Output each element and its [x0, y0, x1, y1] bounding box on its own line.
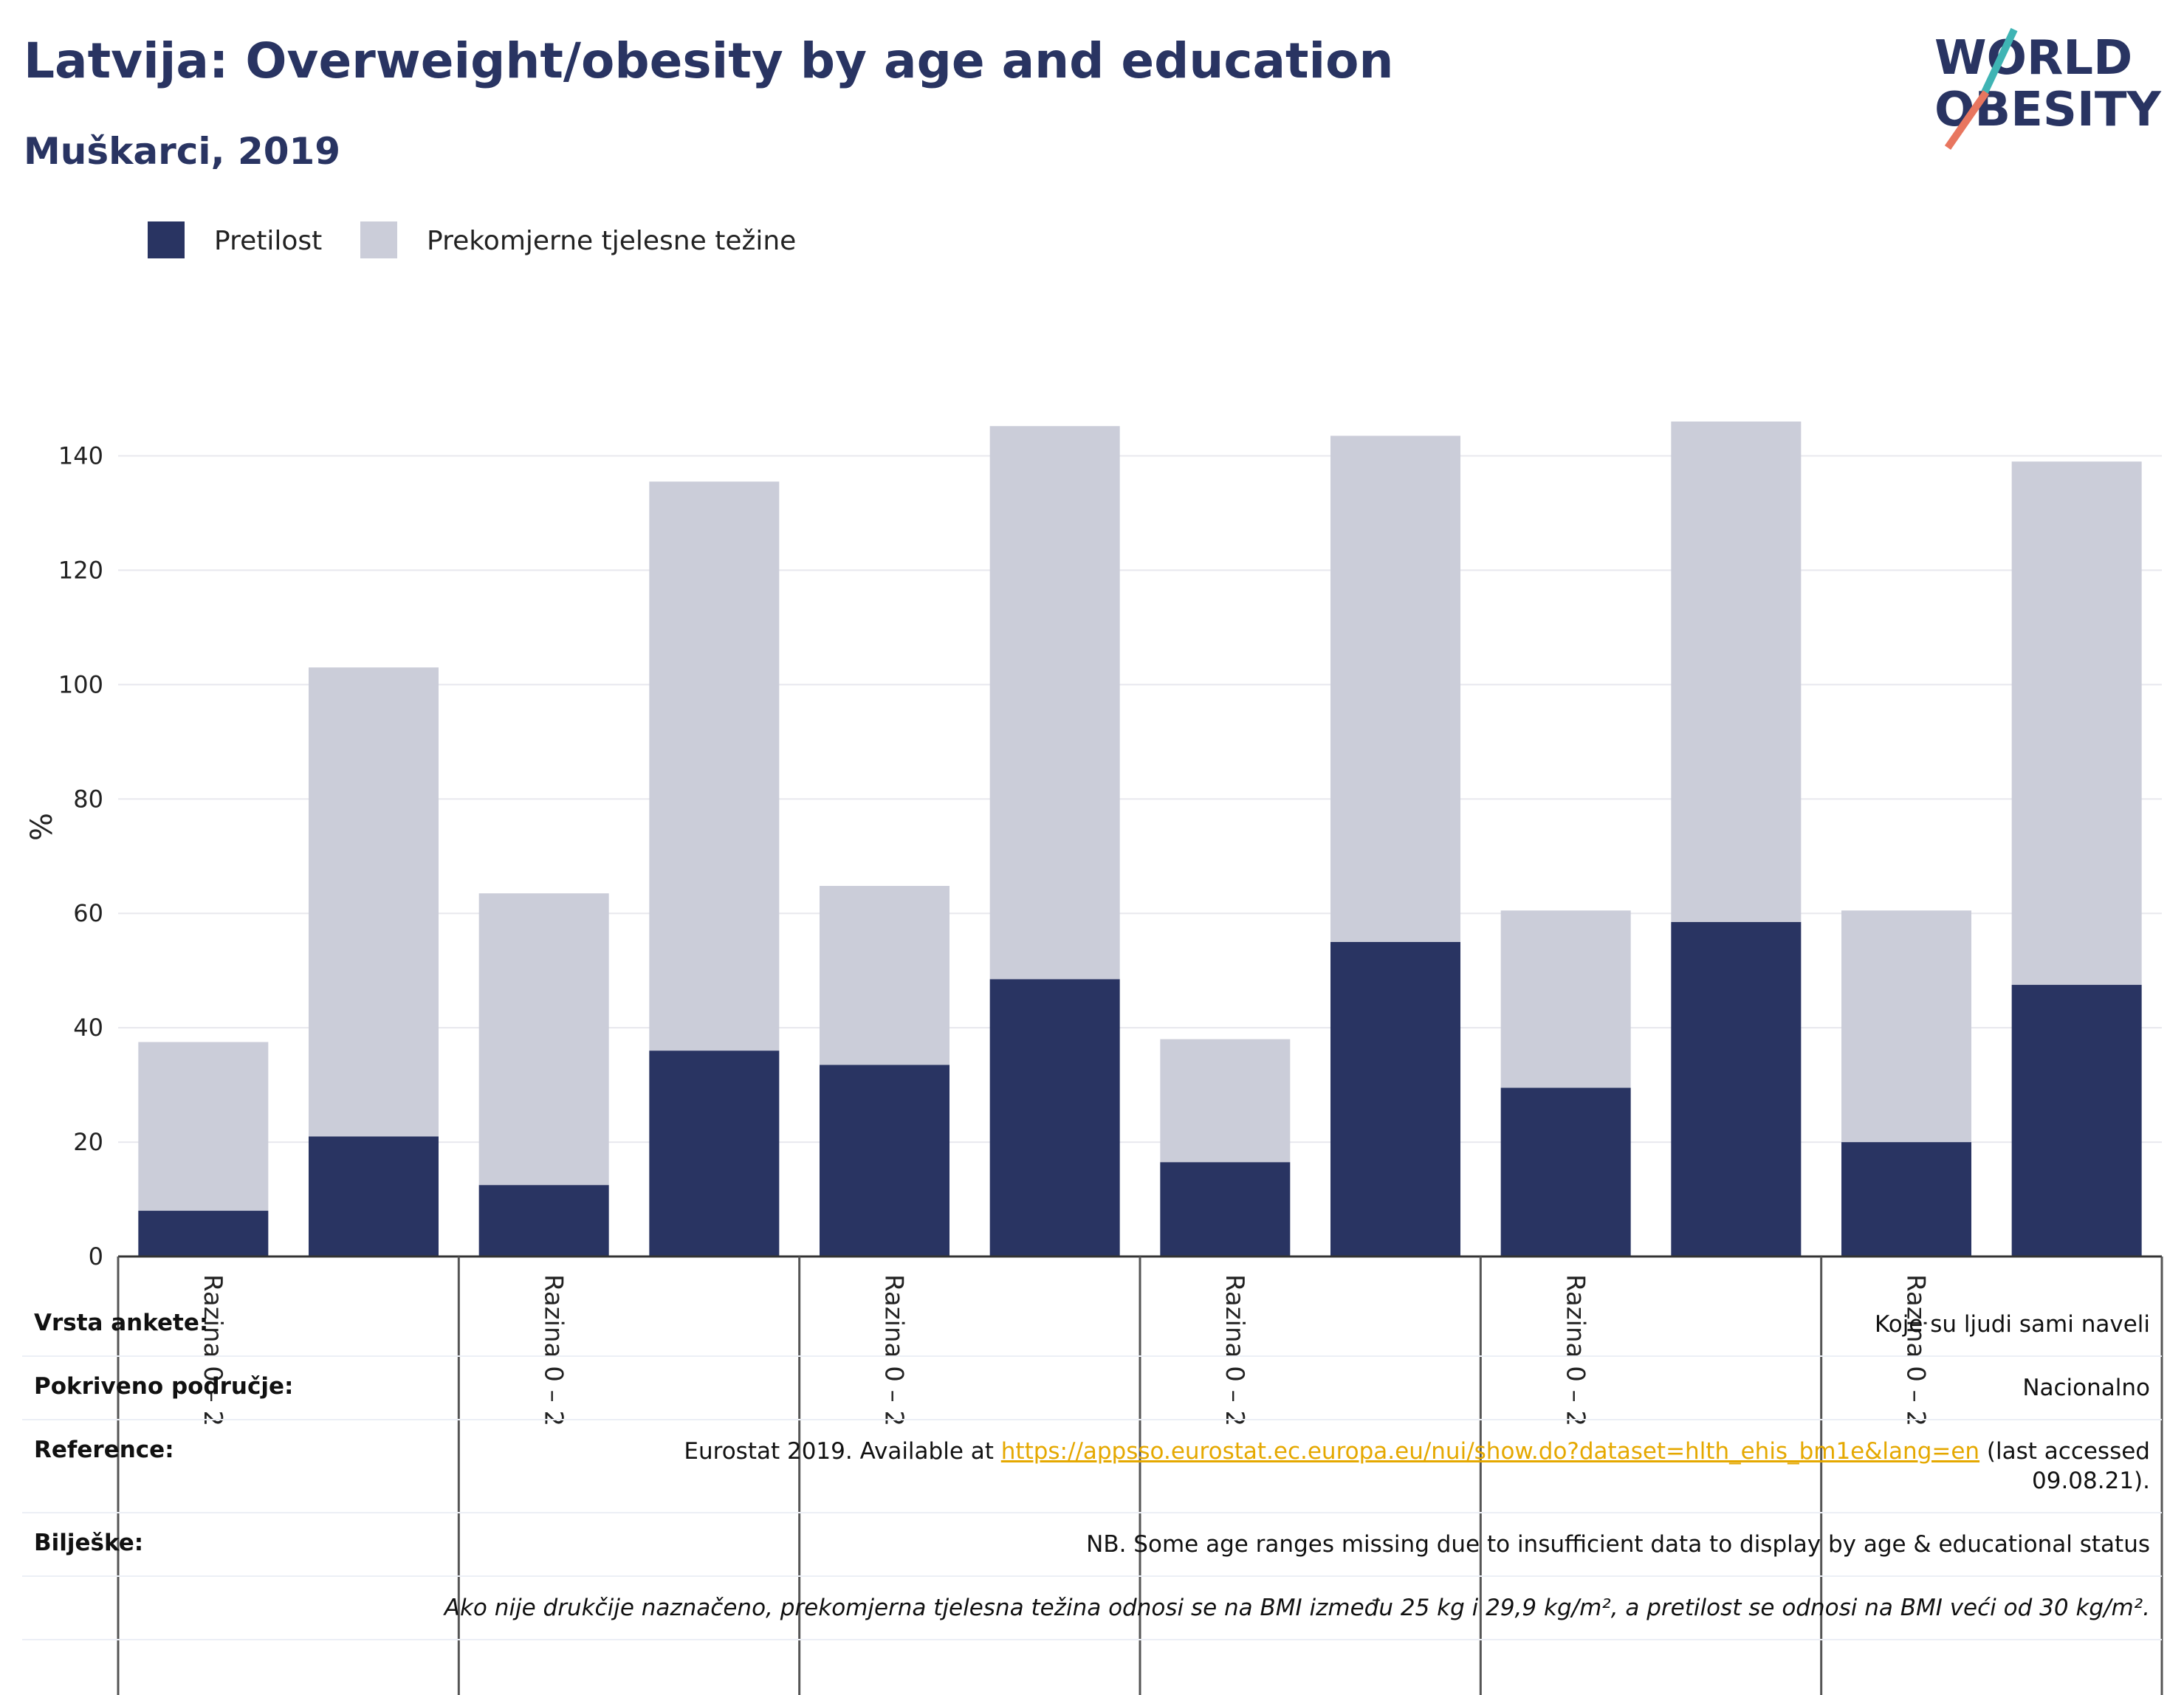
bar-prekomjerne-7	[1330, 436, 1460, 942]
note-value: Eurostat 2019. Available at https://apps…	[684, 1437, 2150, 1496]
gridlines	[118, 455, 2162, 1144]
category-labels: Razina 0 – 2 Razina 0 – 2 Razina 0 – 2 Razi…	[198, 1274, 1931, 1426]
bar-prekomjerne-9	[1671, 421, 1802, 922]
chart-subtitle: Muškarci, 2019	[24, 130, 341, 173]
note-value: Koje su ljudi sami naveli	[1874, 1311, 2150, 1338]
bar-prekomjerne-3	[649, 481, 780, 1051]
bar-prekomjerne-11	[2011, 461, 2142, 986]
bar-pretilost-7	[1330, 941, 1460, 1256]
bar-pretilost-8	[1500, 1087, 1631, 1256]
y-axis-title: %	[25, 813, 59, 841]
bar-prekomjerne-5	[989, 426, 1120, 980]
note-key: Reference:	[34, 1437, 174, 1463]
reference-link[interactable]: https://appsso.eurostat.ec.europa.eu/nui…	[1000, 1438, 1980, 1465]
y-tick-label-100: 100	[58, 670, 103, 698]
note-value: Ako nije drukčije naznačeno, prekomjerna…	[444, 1593, 2150, 1623]
note-key: Pokriveno područje:	[34, 1373, 294, 1400]
note-row: Ako nije drukčije naznačeno, prekomjerna…	[22, 1577, 2162, 1640]
bar-prekomjerne-8	[1500, 910, 1631, 1088]
bar-pretilost-3	[649, 1051, 780, 1256]
group-label-2: Razina 0 – 2	[879, 1274, 909, 1426]
note-row: Vrsta ankete: Koje su ljudi sami naveli	[22, 1293, 2162, 1357]
axes	[117, 1255, 2163, 1695]
bar-pretilost-9	[1671, 921, 1802, 1256]
y-tick-label-60: 60	[73, 899, 103, 927]
note-value: Nacionalno	[2022, 1375, 2150, 1401]
note-value: NB. Some age ranges missing due to insuf…	[1086, 1531, 2150, 1558]
logo-text-world: WORLD	[1934, 31, 2132, 86]
note-row: Bilješke: NB. Some age ranges missing due…	[22, 1513, 2162, 1577]
note-key: Vrsta ankete:	[34, 1310, 209, 1336]
y-tick-label-120: 120	[58, 556, 103, 584]
y-tick-label-0: 0	[89, 1242, 103, 1271]
bar-pretilost-10	[1841, 1142, 1971, 1256]
world-obesity-logo: WORLD OBESITY	[1934, 27, 2161, 150]
bar-pretilost-5	[989, 979, 1120, 1256]
bar-pretilost-4	[820, 1065, 950, 1256]
group-label-4: Razina 0 – 2	[1560, 1274, 1590, 1426]
legend: Pretilost Prekomjerne tjelesne težine	[148, 221, 796, 258]
group-label-5: Razina 0 – 2	[1901, 1274, 1931, 1426]
group-label-0: Razina 0 – 2	[198, 1274, 227, 1426]
note-row: Pokriveno područje: Nacionalno	[22, 1357, 2162, 1420]
y-tick-label-20: 20	[73, 1128, 103, 1156]
definition-note: Ako nije drukčije naznačeno, prekomjerna…	[444, 1595, 2150, 1621]
y-tick-label-40: 40	[73, 1014, 103, 1042]
note-row: Reference: Eurostat 2019. Available at ht…	[22, 1420, 2162, 1513]
y-axis-ticks: 0 20 40 60 80 100 120 140	[58, 441, 103, 1271]
bar-prekomjerne-4	[820, 886, 950, 1065]
notes-table: Vrsta ankete: Koje su ljudi sami naveli Po…	[22, 1293, 2162, 1640]
logo-slash-coral	[1944, 90, 1990, 150]
reference-suffix: (last accessed	[1979, 1438, 2150, 1465]
legend-swatch-0	[148, 221, 185, 258]
reference-date: 09.08.21).	[2032, 1468, 2150, 1494]
bar-pretilost-0	[138, 1211, 269, 1256]
bars	[138, 421, 2142, 1256]
bar-prekomjerne-2	[478, 893, 609, 1186]
group-label-1: Razina 0 – 2	[538, 1274, 568, 1426]
legend-label-0: Pretilost	[214, 226, 322, 256]
y-tick-label-140: 140	[58, 441, 103, 470]
note-key: Bilješke:	[34, 1530, 144, 1556]
chart-title: Latvija: Overweight/obesity by age and e…	[24, 32, 1394, 89]
bar-prekomjerne-1	[309, 667, 439, 1137]
y-tick-label-80: 80	[73, 785, 103, 813]
group-label-3: Razina 0 – 2	[1220, 1274, 1249, 1426]
bar-pretilost-2	[478, 1185, 609, 1256]
bar-pretilost-11	[2011, 985, 2142, 1256]
bar-pretilost-1	[309, 1136, 439, 1256]
legend-swatch-1	[360, 221, 397, 258]
logo-slash-teal	[1981, 27, 2018, 94]
bar-prekomjerne-6	[1160, 1039, 1291, 1163]
legend-label-1: Prekomjerne tjelesne težine	[427, 226, 796, 256]
reference-prefix: Eurostat 2019. Available at	[684, 1438, 1001, 1465]
bar-pretilost-6	[1160, 1162, 1291, 1256]
bar-prekomjerne-0	[138, 1042, 269, 1211]
bar-prekomjerne-10	[1841, 910, 1971, 1143]
